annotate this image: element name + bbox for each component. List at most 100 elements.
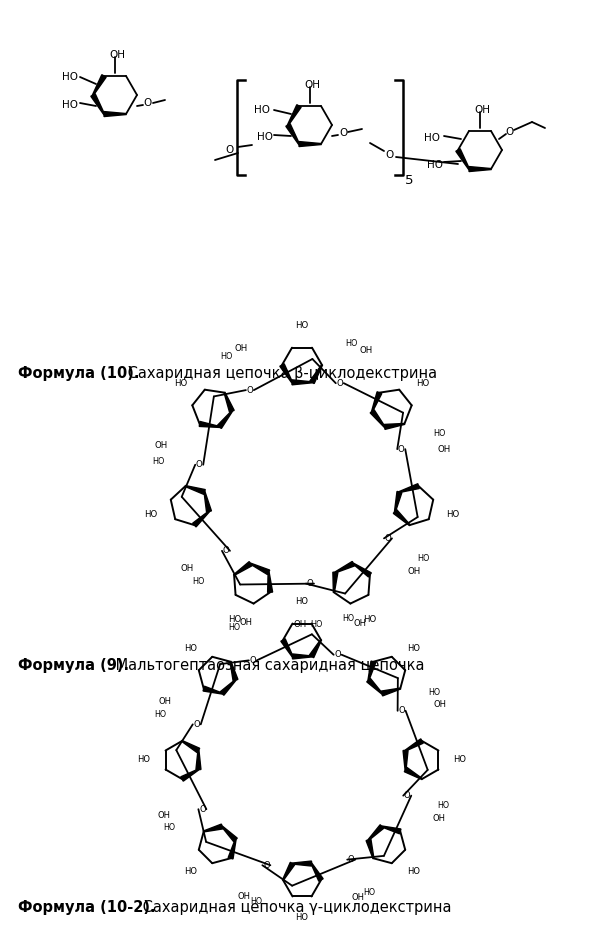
- Text: HO: HO: [437, 801, 449, 811]
- Polygon shape: [224, 392, 234, 412]
- Polygon shape: [368, 825, 384, 841]
- Text: OH: OH: [109, 50, 125, 60]
- Polygon shape: [234, 561, 252, 575]
- Text: HO: HO: [62, 100, 78, 110]
- Text: HO: HO: [184, 644, 197, 653]
- Text: 5: 5: [405, 174, 413, 187]
- Text: HO: HO: [254, 105, 270, 115]
- Text: OH: OH: [432, 814, 445, 823]
- Text: OH: OH: [351, 893, 364, 902]
- Polygon shape: [220, 680, 236, 695]
- Text: HO: HO: [184, 868, 197, 876]
- Text: HO: HO: [250, 897, 262, 906]
- Text: HO: HO: [427, 160, 443, 170]
- Text: O: O: [398, 706, 405, 715]
- Polygon shape: [394, 491, 402, 512]
- Text: OH: OH: [474, 105, 490, 115]
- Text: O: O: [348, 856, 355, 864]
- Text: O: O: [144, 98, 152, 108]
- Text: HO: HO: [164, 823, 176, 832]
- Text: Сахаридная цепочка β-циклодекстрина: Сахаридная цепочка β-циклодекстрина: [123, 366, 437, 381]
- Polygon shape: [292, 861, 312, 866]
- Text: OH: OH: [240, 617, 253, 627]
- Polygon shape: [370, 410, 385, 427]
- Polygon shape: [182, 741, 200, 753]
- Text: O: O: [263, 861, 269, 870]
- Text: O: O: [398, 445, 405, 454]
- Polygon shape: [217, 411, 233, 429]
- Text: O: O: [246, 386, 253, 394]
- Text: Сахаридная цепочка γ-циклодекстрина: Сахаридная цепочка γ-циклодекстрина: [138, 900, 452, 915]
- Text: HO: HO: [362, 616, 376, 624]
- Polygon shape: [193, 511, 210, 527]
- Text: Формула (9).: Формула (9).: [18, 658, 129, 672]
- Polygon shape: [353, 563, 371, 577]
- Text: HO: HO: [295, 913, 309, 923]
- Text: OH: OH: [294, 620, 307, 630]
- Polygon shape: [286, 123, 300, 144]
- Polygon shape: [196, 751, 201, 770]
- Polygon shape: [382, 826, 401, 834]
- Polygon shape: [91, 93, 104, 114]
- Polygon shape: [399, 484, 419, 492]
- Text: HO: HO: [144, 510, 158, 519]
- Text: OH: OH: [360, 346, 373, 355]
- Text: HO: HO: [138, 756, 150, 765]
- Text: HO: HO: [342, 615, 354, 623]
- Text: HO: HO: [417, 554, 430, 563]
- Text: HO: HO: [407, 868, 420, 876]
- Polygon shape: [393, 510, 410, 526]
- Text: HO: HO: [192, 576, 204, 586]
- Text: HO: HO: [433, 430, 446, 438]
- Polygon shape: [381, 688, 400, 696]
- Polygon shape: [292, 380, 312, 385]
- Polygon shape: [230, 661, 238, 681]
- Text: OH: OH: [158, 811, 171, 820]
- Polygon shape: [309, 640, 321, 658]
- Polygon shape: [311, 863, 323, 882]
- Polygon shape: [405, 739, 423, 751]
- Text: HO: HO: [295, 320, 309, 330]
- Text: OH: OH: [408, 567, 421, 576]
- Polygon shape: [251, 563, 270, 574]
- Polygon shape: [199, 421, 219, 428]
- Text: HO: HO: [228, 616, 242, 624]
- Text: OH: OH: [353, 619, 367, 628]
- Text: O: O: [196, 460, 202, 469]
- Polygon shape: [404, 768, 422, 780]
- Text: OH: OH: [433, 700, 446, 709]
- Text: HO: HO: [345, 339, 358, 348]
- Polygon shape: [310, 365, 323, 384]
- Polygon shape: [367, 678, 382, 694]
- Polygon shape: [299, 142, 321, 147]
- Text: HO: HO: [310, 620, 323, 629]
- Polygon shape: [92, 75, 106, 95]
- Text: HO: HO: [407, 644, 420, 653]
- Polygon shape: [222, 827, 237, 842]
- Text: OH: OH: [234, 344, 248, 353]
- Polygon shape: [204, 824, 223, 832]
- Polygon shape: [185, 486, 205, 494]
- Polygon shape: [268, 573, 272, 592]
- Text: Мальтогептаозная сахаридная цепочка: Мальтогептаозная сахаридная цепочка: [111, 658, 425, 672]
- Text: HO: HO: [424, 133, 440, 143]
- Text: O: O: [336, 378, 343, 388]
- Polygon shape: [228, 840, 236, 859]
- Polygon shape: [469, 166, 491, 172]
- Polygon shape: [204, 492, 211, 512]
- Polygon shape: [104, 111, 126, 117]
- Polygon shape: [281, 639, 293, 657]
- Text: HO: HO: [364, 888, 376, 897]
- Text: OH: OH: [237, 892, 251, 901]
- Polygon shape: [283, 862, 295, 880]
- Text: OH: OH: [155, 442, 168, 450]
- Text: O: O: [199, 805, 206, 814]
- Polygon shape: [368, 661, 376, 680]
- Polygon shape: [403, 751, 408, 770]
- Text: OH: OH: [159, 698, 172, 706]
- Polygon shape: [335, 561, 355, 573]
- Text: HO: HO: [257, 132, 273, 142]
- Text: O: O: [385, 534, 391, 543]
- Text: Формула (10-2).: Формула (10-2).: [18, 900, 156, 915]
- Text: OH: OH: [304, 80, 320, 90]
